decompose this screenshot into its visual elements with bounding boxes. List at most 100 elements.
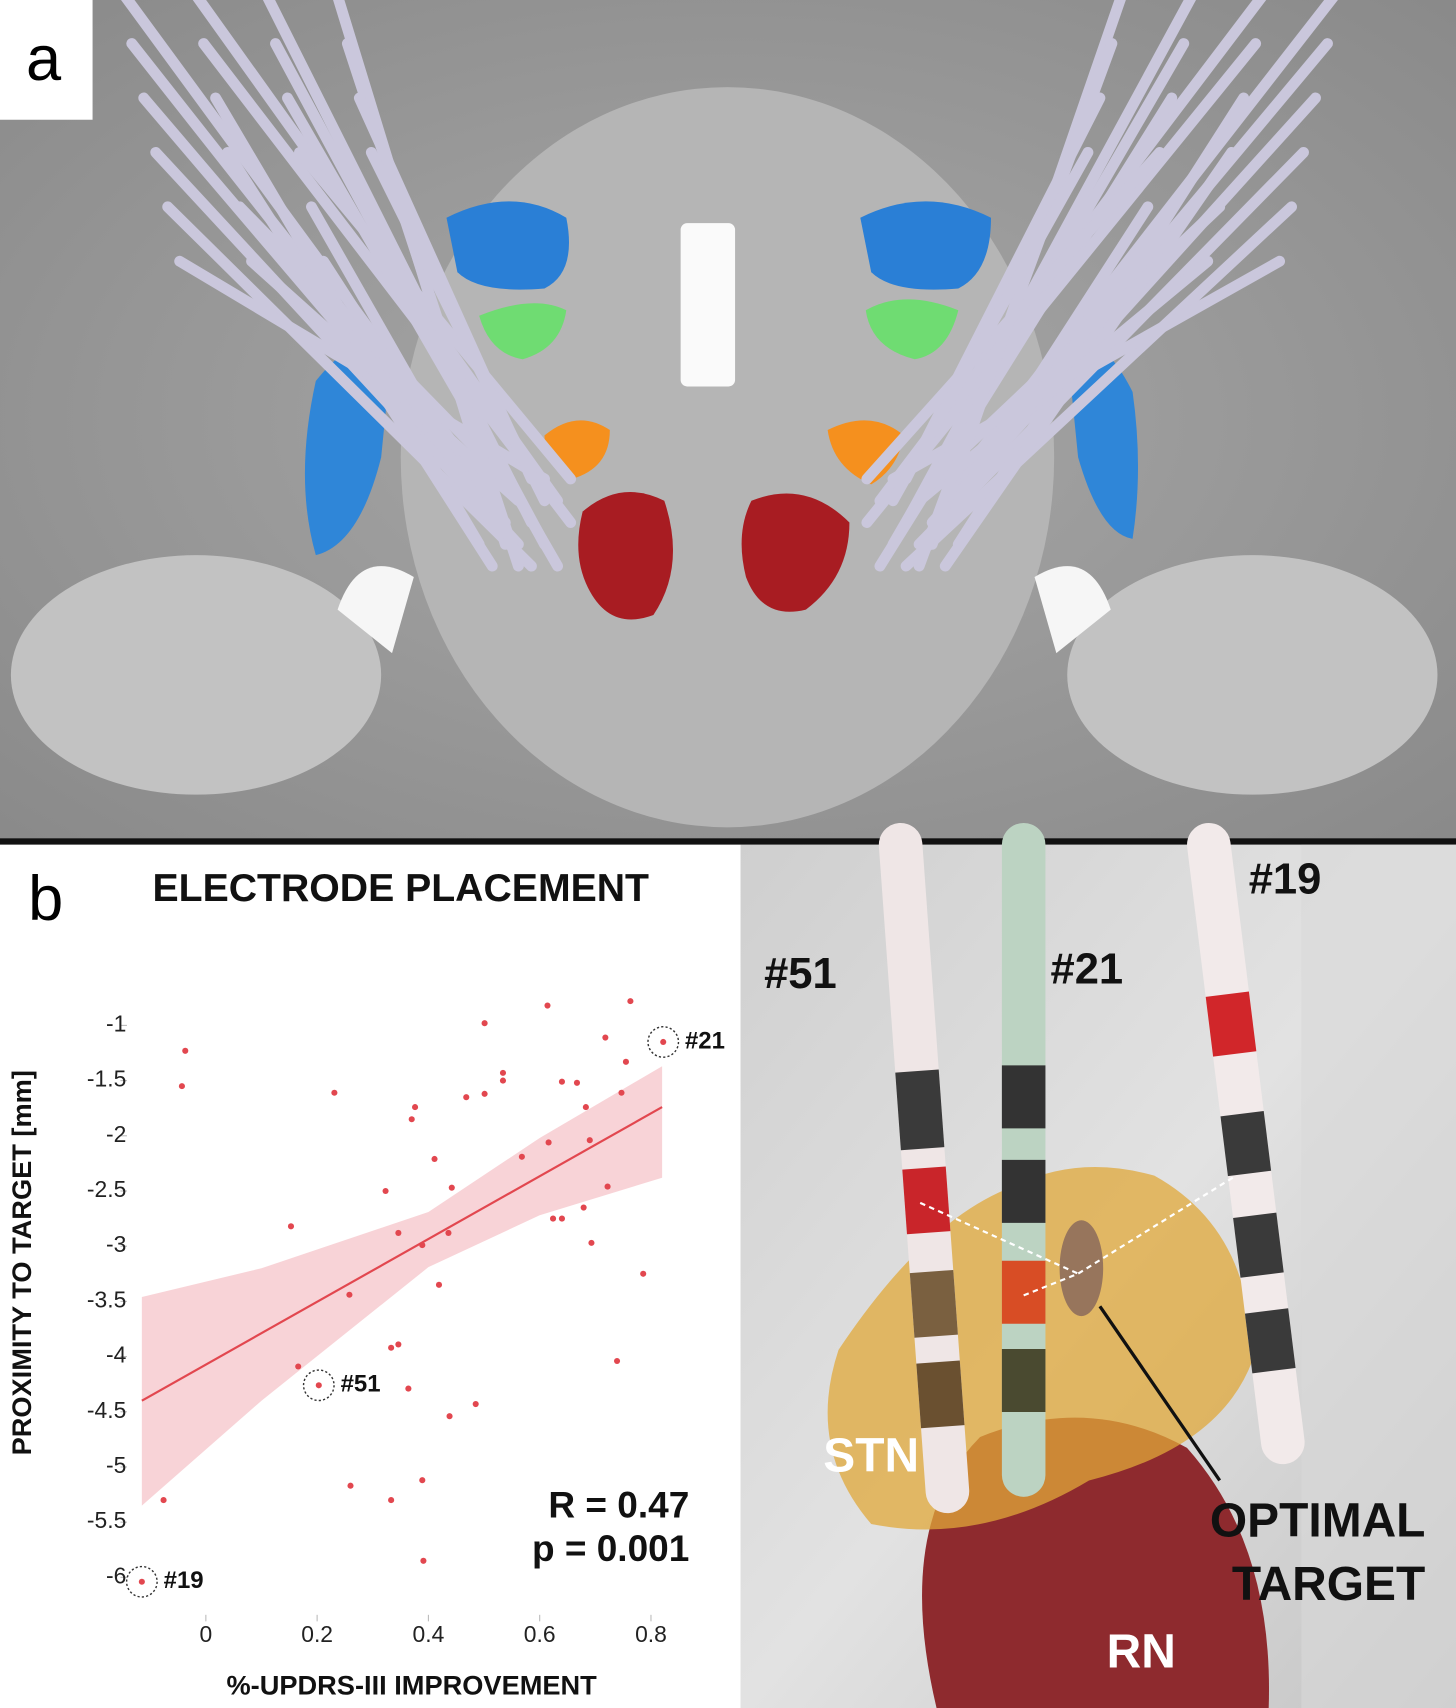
data-point bbox=[586, 1137, 593, 1144]
chart: ELECTRODE PLACEMENT %-UPDRS-III IMPROVEM… bbox=[6, 867, 725, 1701]
data-point bbox=[613, 1357, 621, 1365]
panel-label: a bbox=[26, 24, 62, 94]
y-tick-label: -2.5 bbox=[87, 1176, 126, 1202]
y-tick-label: -4.5 bbox=[87, 1397, 126, 1423]
data-point bbox=[622, 1058, 629, 1065]
electrode-contact bbox=[916, 1360, 965, 1429]
pointer-line bbox=[1098, 1305, 1222, 1482]
stat-text: p = 0.001 bbox=[532, 1527, 689, 1569]
data-point bbox=[627, 998, 634, 1005]
annotation-circle bbox=[125, 1565, 158, 1598]
data-point bbox=[602, 1034, 609, 1041]
structure-green bbox=[479, 303, 567, 360]
x-tick-label: 0.2 bbox=[301, 1621, 333, 1647]
data-point bbox=[549, 1215, 557, 1222]
data-point bbox=[558, 1078, 565, 1085]
data-point bbox=[445, 1229, 452, 1236]
data-point bbox=[472, 1400, 479, 1408]
electrode-contact bbox=[902, 1166, 951, 1235]
third-ventricle bbox=[680, 223, 736, 387]
render-label: TARGET bbox=[1232, 1558, 1425, 1611]
data-point bbox=[448, 1184, 455, 1191]
data-point bbox=[405, 1385, 412, 1392]
electrode bbox=[162, 201, 537, 572]
annotation-label: #51 bbox=[341, 1371, 381, 1398]
chart-title: ELECTRODE PLACEMENT bbox=[153, 867, 650, 910]
electrode bbox=[317, 255, 498, 528]
data-point bbox=[412, 1104, 419, 1111]
data-point bbox=[499, 1077, 507, 1084]
data-point bbox=[544, 1002, 551, 1009]
electrode-group bbox=[878, 822, 1305, 1514]
data-point bbox=[295, 1363, 302, 1370]
y-tick-label: -5.5 bbox=[87, 1507, 126, 1533]
data-point bbox=[395, 1229, 402, 1236]
data-point bbox=[160, 1497, 167, 1504]
ventricle bbox=[337, 566, 414, 654]
panel-label-box bbox=[0, 0, 93, 120]
x-tick-label: 0.4 bbox=[413, 1621, 445, 1647]
render-label: #21 bbox=[1050, 946, 1123, 994]
temporal-lobe bbox=[10, 555, 382, 795]
data-point bbox=[347, 1482, 354, 1489]
structure-blue bbox=[446, 201, 570, 290]
electrode bbox=[282, 92, 564, 572]
structure-red bbox=[741, 493, 850, 612]
annotation-label: #21 bbox=[685, 1027, 725, 1054]
data-point bbox=[419, 1477, 426, 1484]
data-point bbox=[138, 1578, 145, 1585]
render-label: #51 bbox=[764, 950, 837, 998]
data-point bbox=[331, 1089, 338, 1096]
electrode-contact bbox=[1233, 1212, 1284, 1278]
data-point bbox=[481, 1020, 488, 1027]
annotation-circle bbox=[302, 1369, 335, 1402]
data-point bbox=[588, 1239, 595, 1246]
data-point bbox=[640, 1270, 647, 1277]
x-tick-label: 0.6 bbox=[524, 1621, 556, 1647]
data-point bbox=[287, 1223, 295, 1230]
render-plane bbox=[1301, 844, 1456, 1708]
data-point bbox=[545, 1139, 552, 1146]
optimal-target bbox=[1059, 1220, 1104, 1317]
data-point bbox=[499, 1069, 507, 1076]
y-tick-label: -2 bbox=[106, 1121, 126, 1147]
regression-line bbox=[141, 1106, 663, 1402]
rendering: #51 #21 #19 STN OPTIMAL TARGET RN bbox=[740, 822, 1456, 1708]
structure-blue bbox=[860, 201, 991, 290]
data-point bbox=[582, 1104, 589, 1111]
annotation-label: #19 bbox=[164, 1567, 204, 1594]
y-tick-label: -5 bbox=[106, 1452, 126, 1478]
render-label: OPTIMAL bbox=[1210, 1495, 1426, 1548]
divider bbox=[0, 838, 1456, 845]
data-point bbox=[346, 1291, 353, 1298]
data-point bbox=[618, 1089, 625, 1096]
y-tick-label: -6 bbox=[106, 1562, 126, 1588]
data-point bbox=[382, 1187, 389, 1195]
electrode bbox=[900, 201, 1298, 572]
y-tick-label: -4 bbox=[106, 1342, 127, 1368]
electrode bbox=[952, 201, 1154, 507]
data-point bbox=[518, 1153, 525, 1160]
electrode bbox=[874, 92, 1178, 572]
data-point bbox=[604, 1183, 611, 1190]
data-point bbox=[395, 1341, 402, 1348]
data-point bbox=[481, 1090, 488, 1097]
data-point bbox=[408, 1116, 415, 1123]
temporal-lobe bbox=[1067, 555, 1438, 795]
render-label: #19 bbox=[1249, 855, 1322, 903]
electrode bbox=[365, 146, 550, 507]
data-point bbox=[463, 1094, 470, 1101]
data-point bbox=[182, 1047, 189, 1054]
data-point bbox=[178, 1083, 185, 1090]
structure-blue bbox=[304, 342, 393, 556]
electrode bbox=[939, 255, 1142, 528]
confidence-band bbox=[141, 1066, 663, 1506]
stat-text: R = 0.47 bbox=[548, 1483, 689, 1525]
x-tick-label: 0 bbox=[199, 1621, 212, 1647]
data-point bbox=[431, 1155, 438, 1163]
data-point bbox=[573, 1079, 581, 1086]
data-point bbox=[580, 1204, 587, 1211]
electrode bbox=[913, 255, 1214, 507]
electrode bbox=[887, 146, 1094, 507]
